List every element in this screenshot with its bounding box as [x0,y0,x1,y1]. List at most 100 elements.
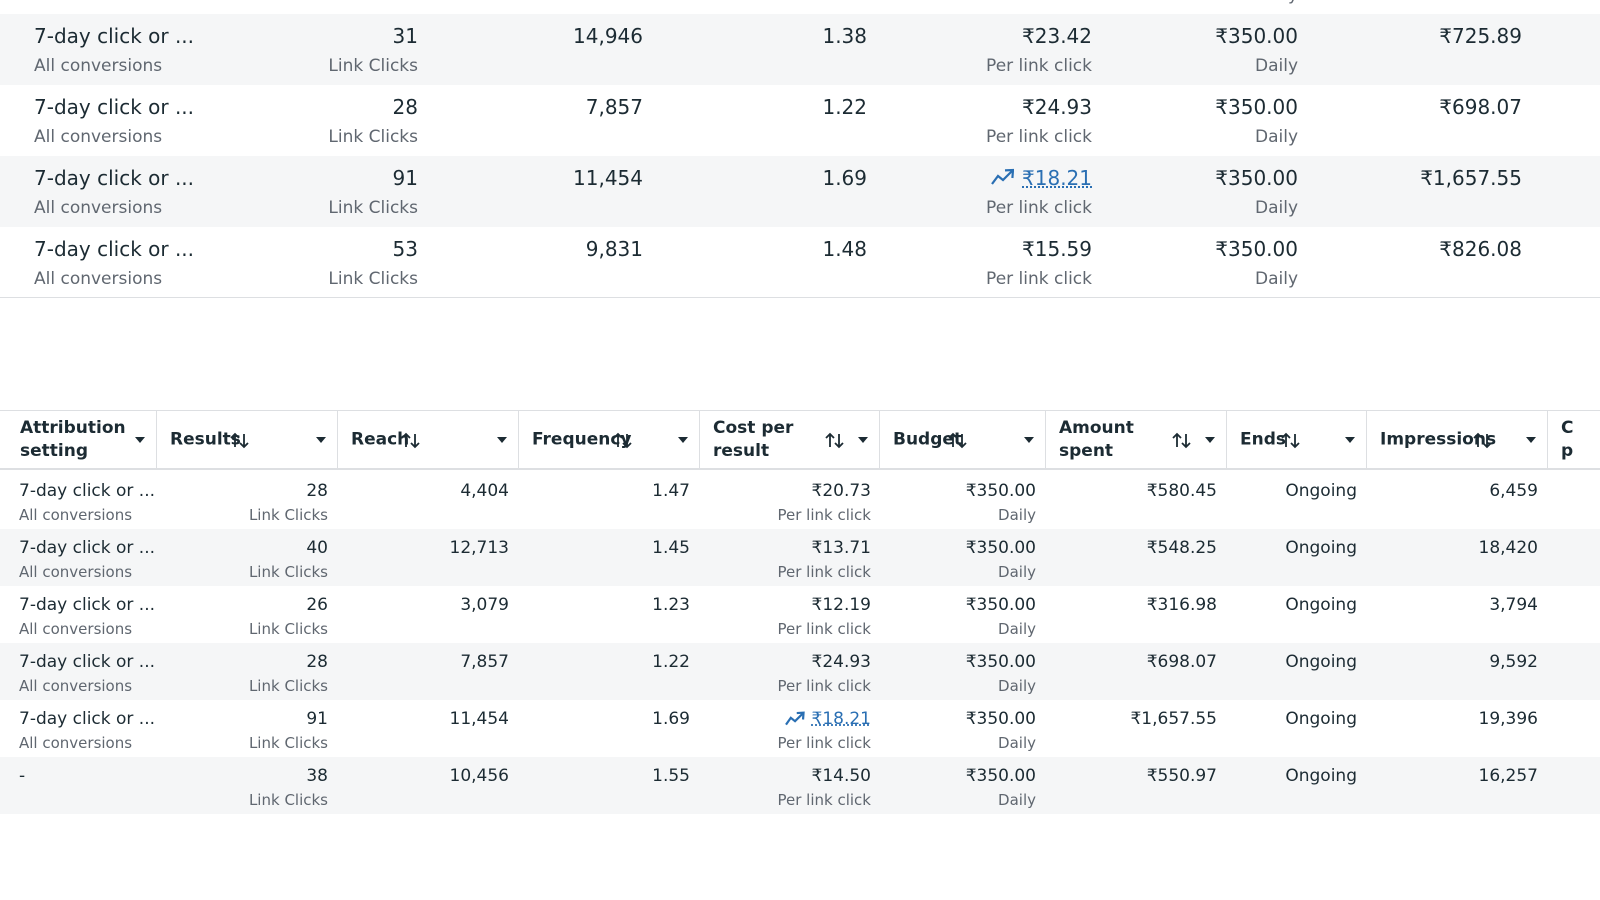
attribution-cell: 7-day click or ... [34,95,195,119]
cost-sub: Per link click [777,676,872,695]
table-row [0,14,1600,85]
cost-sub: Per link click [777,562,872,581]
amount-cell: ₹316.98 [1146,594,1217,615]
impressions-cell: 19,396 [1478,708,1538,729]
budget-cell: ₹350.00 [965,708,1036,729]
column-header[interactable]: Attribution setting [0,410,157,470]
column-header[interactable]: Results [157,410,338,470]
attribution-cell: - [19,765,26,786]
table-row [0,757,1600,814]
budget-sub: Daily [998,733,1036,752]
results-sub: Link Clicks [248,505,328,524]
header-icons [825,432,868,449]
budget-sub: Daily [998,619,1036,638]
budget-cell: ₹350.00 [1215,166,1298,190]
cost-sub: Per link click [986,0,1092,4]
frequency-cell: 1.55 [652,765,690,786]
results-cell: 26 [306,594,328,615]
cost-cell: ₹13.71 [811,537,871,558]
amount-cell: ₹580.45 [1146,480,1217,501]
attribution-sub: All conversions [34,55,163,76]
results-cell: 28 [306,480,328,501]
frequency-cell: 1.47 [652,480,690,501]
results-sub: Link Clicks [328,268,418,289]
budget-cell: ₹350.00 [1215,95,1298,119]
attribution-sub: All conversions [34,0,162,4]
budget-sub: Daily [1254,197,1298,218]
budget-sub: Daily [998,505,1036,524]
cost-sub: Per link click [986,268,1092,289]
budget-sub: Daily [1254,268,1298,289]
header-icons [135,437,145,443]
results-sub: Link Clicks [248,619,328,638]
column-header[interactable]: Frequency [519,410,700,470]
column-header[interactable]: Impressions [1367,410,1548,470]
header-label: Budget [893,429,963,450]
results-cell: 53 [392,237,418,261]
attribution-sub: All conversions [19,562,133,581]
frequency-cell: 1.69 [652,708,690,729]
ends-cell: Ongoing [1285,480,1357,501]
amount-cell: ₹1,657.55 [1130,708,1217,729]
budget-cell: ₹350.00 [965,537,1036,558]
reach-cell: 11,454 [449,708,509,729]
reach-cell: 3,079 [460,594,509,615]
amount-cell: ₹725.89 [1439,24,1522,48]
amount-cell: ₹826.08 [1439,237,1522,261]
trend-icon [991,168,1015,185]
header-icons [1281,432,1355,449]
header-label: Attribution setting [20,418,126,461]
ends-cell: Ongoing [1285,765,1357,786]
attribution-cell: 7-day click or ... [19,651,156,672]
ends-cell: Ongoing [1285,594,1357,615]
impressions-cell: 9,592 [1489,651,1538,672]
column-header[interactable]: Amount spent [1046,410,1227,470]
cost-sub: Per link click [777,733,872,752]
attribution-sub: All conversions [34,126,163,147]
budget-sub: Daily [1255,0,1298,4]
cost-sub: Per link click [777,505,872,524]
attribution-sub: All conversions [34,197,163,218]
cost-sub: Per link click [777,790,872,809]
table-row [0,156,1600,227]
trend-icon [785,711,805,725]
impressions-cell: 16,257 [1478,765,1538,786]
budget-sub: Daily [1254,55,1298,76]
header-label: Frequency [532,429,632,450]
attribution-cell: 7-day click or ... [19,708,156,729]
reach-cell: 12,713 [449,537,509,558]
column-header[interactable]: Reach [338,410,519,470]
results-cell: 28 [392,95,418,119]
budget-sub: Daily [998,676,1036,695]
header-icons [1473,432,1536,449]
budget-cell: ₹350.00 [965,480,1036,501]
results-sub: Link Clicks [248,733,328,752]
impressions-cell: 6,459 [1489,480,1538,501]
column-header[interactable]: Budget [880,410,1046,470]
budget-sub: Daily [998,562,1036,581]
table-row [0,643,1600,700]
results-sub: Link Clicks [328,0,418,4]
attribution-cell: 7-day click or ... [19,594,156,615]
column-header[interactable]: Cost per result [700,410,880,470]
impressions-cell: 18,420 [1478,537,1538,558]
column-header[interactable]: C p [1548,410,1600,470]
reach-cell: 9,831 [585,237,643,261]
budget-cell: ₹350.00 [965,765,1036,786]
results-cell: 40 [306,537,328,558]
budget-cell: ₹350.00 [965,594,1036,615]
header-row [0,410,1600,470]
results-sub: Link Clicks [248,676,328,695]
frequency-cell: 1.38 [822,24,867,48]
divider [0,297,1600,298]
attribution-sub: All conversions [19,733,133,752]
amount-cell: ₹698.07 [1439,95,1522,119]
cost-sub: Per link click [777,619,872,638]
attribution-cell: 7-day click or ... [34,24,195,48]
attribution-cell: 7-day click or ... [19,480,156,501]
column-header[interactable]: Ends [1227,410,1367,470]
header-icons [1172,432,1215,449]
attribution-sub: All conversions [19,505,133,524]
amount-cell: ₹698.07 [1146,651,1217,672]
budget-cell: ₹350.00 [1215,237,1298,261]
